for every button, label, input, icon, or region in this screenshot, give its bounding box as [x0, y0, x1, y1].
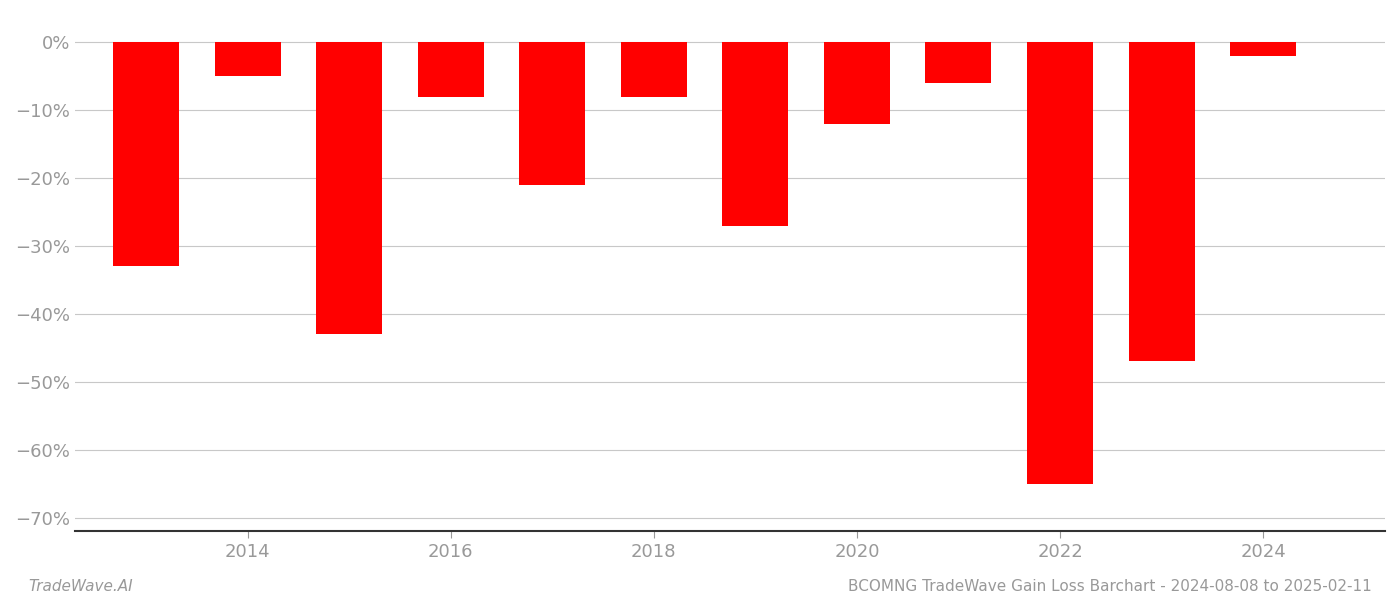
Text: TradeWave.AI: TradeWave.AI [28, 579, 133, 594]
Bar [214, 42, 280, 76]
Bar [620, 42, 687, 97]
Bar [417, 42, 483, 97]
Bar [1128, 42, 1194, 361]
Bar [113, 42, 179, 266]
Bar [823, 42, 890, 124]
Bar [316, 42, 382, 334]
Bar [519, 42, 585, 185]
Text: BCOMNG TradeWave Gain Loss Barchart - 2024-08-08 to 2025-02-11: BCOMNG TradeWave Gain Loss Barchart - 20… [848, 579, 1372, 594]
Bar [1231, 42, 1296, 56]
Bar [925, 42, 991, 83]
Bar [722, 42, 788, 226]
Bar [1028, 42, 1093, 484]
